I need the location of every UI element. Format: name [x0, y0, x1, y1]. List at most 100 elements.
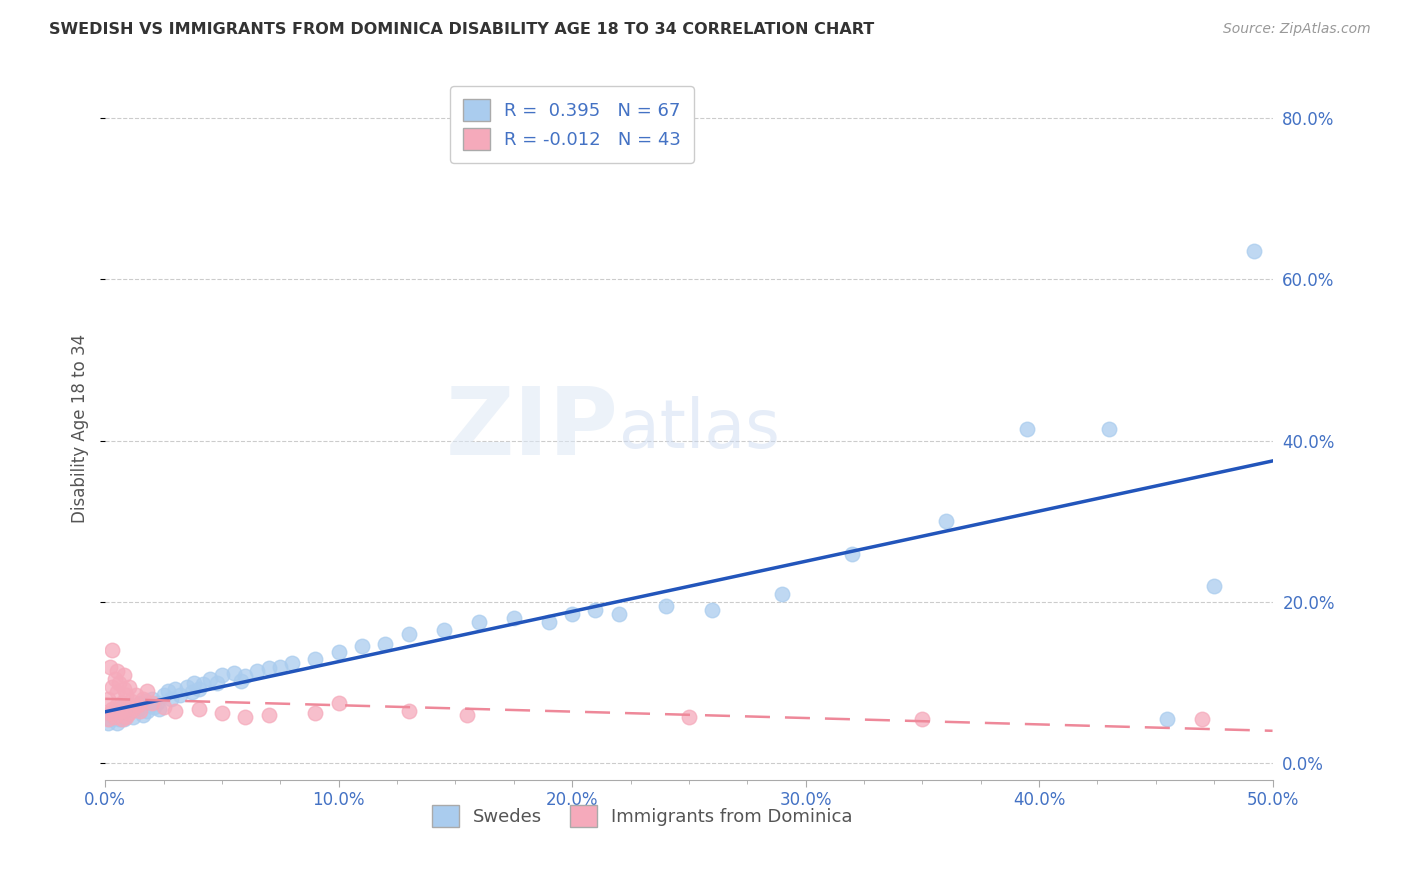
Point: [935, 514, 957, 528]
Point: [101, 680, 124, 694]
Point: [141, 692, 163, 706]
Point: [117, 706, 139, 721]
Point: [183, 675, 205, 690]
Point: [108, 712, 131, 726]
Point: [115, 701, 138, 715]
Point: [120, 693, 142, 707]
Point: [502, 611, 524, 625]
Point: [127, 698, 149, 713]
Point: [468, 615, 491, 630]
Point: [398, 704, 420, 718]
Point: [110, 706, 132, 721]
Point: [1098, 421, 1121, 435]
Point: [138, 698, 160, 713]
Point: [98, 706, 121, 721]
Point: [911, 712, 934, 726]
Point: [233, 709, 256, 723]
Point: [143, 700, 166, 714]
Point: [152, 700, 174, 714]
Point: [120, 704, 142, 718]
Point: [180, 685, 202, 699]
Point: [136, 683, 159, 698]
Point: [257, 708, 280, 723]
Point: [105, 664, 128, 678]
Point: [585, 603, 607, 617]
Point: [304, 651, 326, 665]
Point: [193, 677, 215, 691]
Point: [222, 666, 245, 681]
Point: [246, 664, 269, 678]
Point: [269, 659, 291, 673]
Point: [398, 627, 420, 641]
Point: [129, 704, 152, 718]
Point: [98, 712, 121, 726]
Point: [145, 696, 167, 710]
Point: [124, 700, 146, 714]
Point: [187, 682, 209, 697]
Point: [537, 615, 560, 630]
Point: [112, 712, 135, 726]
Point: [607, 607, 630, 622]
Point: [98, 659, 121, 673]
Point: [112, 682, 135, 697]
Point: [103, 709, 125, 723]
Legend: Swedes, Immigrants from Dominica: Swedes, Immigrants from Dominica: [425, 797, 860, 834]
Point: [169, 688, 191, 702]
Point: [678, 709, 700, 723]
Point: [103, 709, 125, 723]
Point: [105, 685, 128, 699]
Point: [187, 701, 209, 715]
Point: [110, 700, 132, 714]
Point: [374, 637, 396, 651]
Point: [281, 656, 304, 670]
Point: [122, 709, 145, 723]
Point: [702, 603, 724, 617]
Point: [105, 716, 128, 731]
Point: [207, 675, 229, 690]
Y-axis label: Disability Age 18 to 34: Disability Age 18 to 34: [72, 334, 89, 523]
Point: [211, 667, 233, 681]
Point: [105, 698, 128, 713]
Point: [211, 706, 233, 721]
Point: [770, 587, 793, 601]
Point: [841, 547, 863, 561]
Point: [96, 712, 118, 726]
Point: [103, 704, 125, 718]
Point: [157, 683, 180, 698]
Point: [134, 693, 156, 707]
Point: [1204, 579, 1226, 593]
Point: [1017, 421, 1039, 435]
Point: [127, 701, 149, 715]
Point: [165, 682, 187, 697]
Point: [101, 701, 124, 715]
Point: [456, 708, 478, 723]
Text: SWEDISH VS IMMIGRANTS FROM DOMINICA DISABILITY AGE 18 TO 34 CORRELATION CHART: SWEDISH VS IMMIGRANTS FROM DOMINICA DISA…: [49, 22, 875, 37]
Point: [110, 712, 132, 726]
Point: [131, 692, 153, 706]
Point: [328, 696, 350, 710]
Point: [1243, 244, 1265, 258]
Point: [152, 688, 174, 702]
Text: Source: ZipAtlas.com: Source: ZipAtlas.com: [1223, 22, 1371, 37]
Point: [103, 672, 125, 686]
Point: [350, 640, 373, 654]
Point: [129, 696, 152, 710]
Point: [233, 669, 256, 683]
Text: atlas: atlas: [619, 395, 780, 461]
Point: [433, 624, 456, 638]
Point: [96, 692, 118, 706]
Point: [176, 680, 198, 694]
Point: [304, 706, 326, 721]
Point: [1156, 712, 1178, 726]
Point: [136, 704, 159, 718]
Point: [108, 704, 131, 718]
Point: [165, 704, 187, 718]
Point: [117, 698, 139, 713]
Point: [141, 696, 163, 710]
Point: [110, 696, 132, 710]
Point: [124, 688, 146, 702]
Point: [101, 643, 124, 657]
Point: [117, 680, 139, 694]
Point: [122, 701, 145, 715]
Point: [115, 709, 138, 723]
